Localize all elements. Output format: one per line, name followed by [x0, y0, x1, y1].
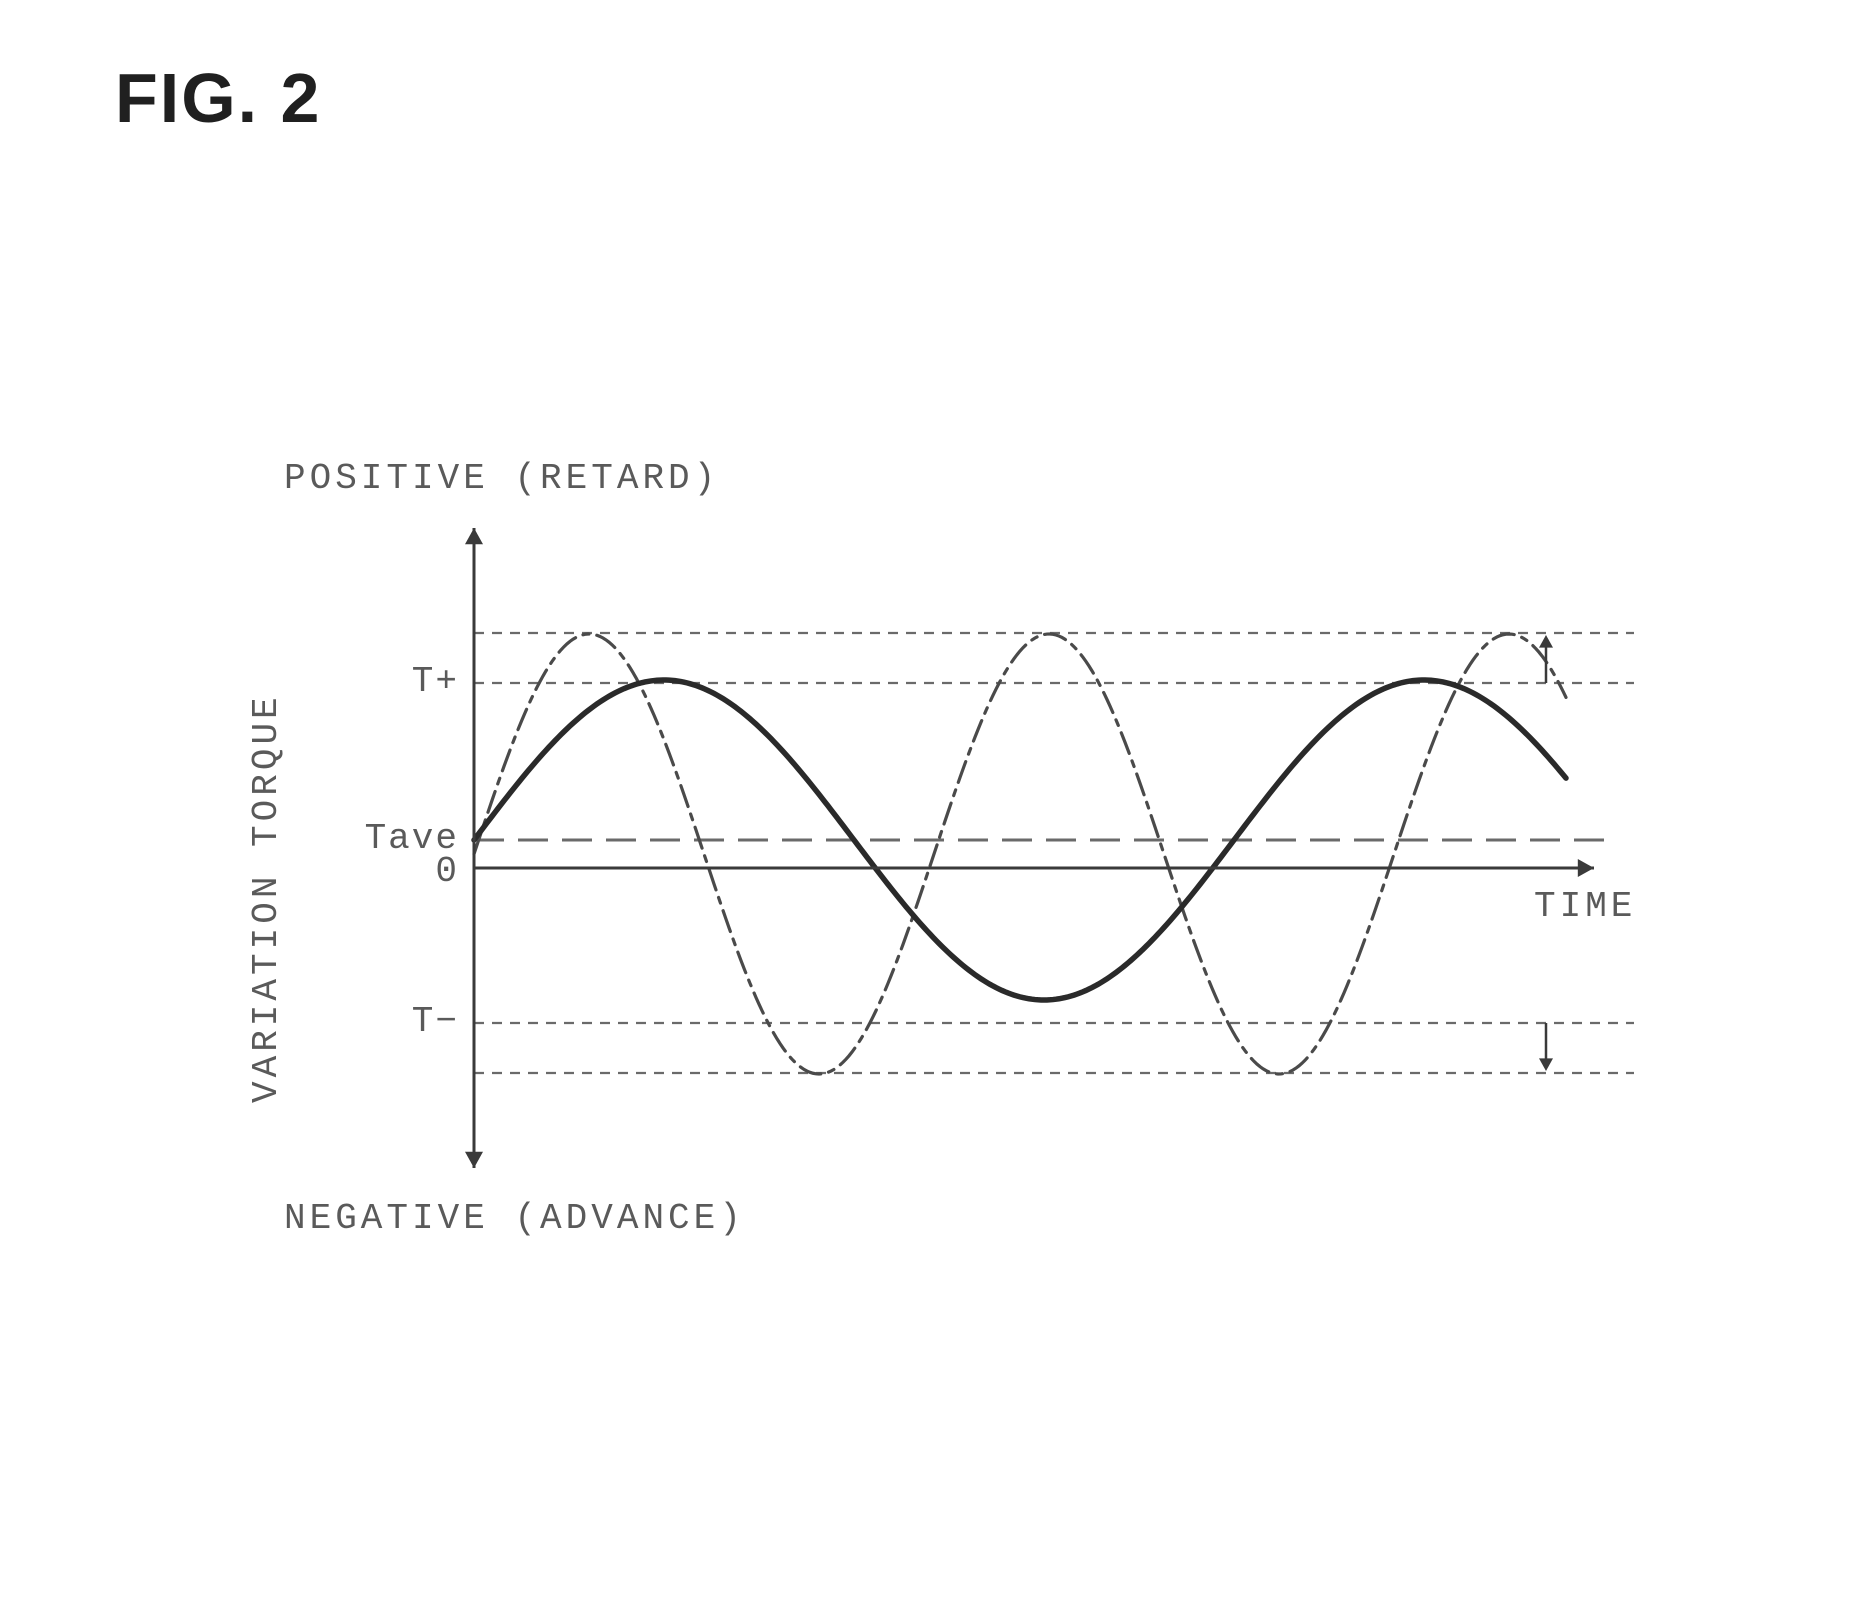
y-axis-positive-label: POSITIVE (RETARD)	[284, 458, 719, 499]
chart-container: POSITIVE (RETARD) VARIATION TORQUE TIME …	[368, 468, 1668, 1208]
ytick-zero: 0	[339, 851, 459, 892]
y-axis-title: VARIATION TORQUE	[246, 693, 287, 1103]
ytick-tplus: T+	[339, 661, 459, 702]
y-axis-negative-label: NEGATIVE (ADVANCE)	[284, 1198, 745, 1239]
chart-svg	[368, 468, 1668, 1208]
series-dashdot	[474, 634, 1566, 1074]
figure-title: FIG. 2	[115, 58, 321, 138]
page: FIG. 2 POSITIVE (RETARD) VARIATION TORQU…	[0, 0, 1870, 1613]
ytick-tminus: T−	[339, 1001, 459, 1042]
x-axis-title: TIME	[1534, 886, 1636, 927]
